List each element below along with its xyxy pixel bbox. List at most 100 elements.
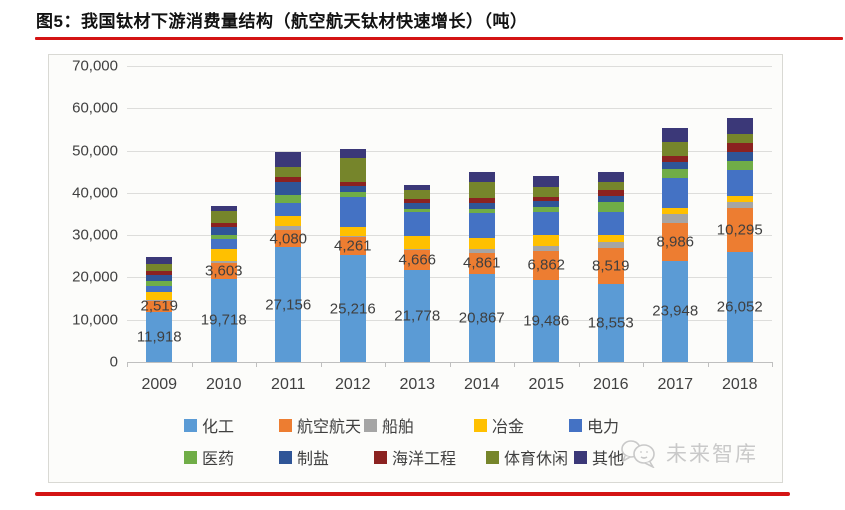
gridline-20000 — [127, 277, 772, 279]
x-axis-tick — [772, 362, 773, 367]
bar-segment-2016-化工 — [597, 283, 624, 362]
bar-segment-2009-制盐 — [146, 274, 173, 281]
x-axis-tick — [449, 362, 451, 367]
legend-label-制盐: 制盐 — [297, 451, 330, 468]
x-axis-tick — [514, 362, 515, 367]
x-axis-label-2015: 2015 — [528, 376, 565, 393]
legend-item-制盐: 制盐 — [279, 445, 329, 469]
bar-segment-2012-海洋工程 — [339, 181, 366, 186]
bar-segment-2015-体育休闲 — [533, 186, 560, 197]
gridline-10000 — [127, 319, 772, 321]
x-axis-label-2014: 2014 — [463, 376, 500, 393]
bar-segment-2010-电力 — [210, 239, 237, 250]
data-label-2018-航空航天: 10,295 — [716, 221, 763, 239]
legend-swatch-航空航天 — [279, 418, 292, 432]
bar-segment-2011-冶金 — [275, 215, 302, 226]
bottom-red-rule — [35, 492, 790, 496]
bar-segment-2018-航空航天 — [726, 208, 753, 252]
legend-swatch-其他 — [574, 450, 587, 464]
legend-item-医药: 医药 — [184, 445, 234, 469]
chart-panel: 0 10,000 20,000 30,000 40,000 50,000 60,000 70,… — [48, 54, 783, 483]
bar-segment-2009-船舶 — [146, 299, 173, 301]
bar-segment-2013-船舶 — [404, 249, 431, 251]
bar-segment-2018-体育休闲 — [726, 133, 753, 143]
bar-segment-2010-体育休闲 — [210, 211, 237, 223]
bar-segment-2014-船舶 — [468, 249, 495, 254]
bar-segment-2013-冶金 — [404, 236, 431, 250]
bar-segment-2017-电力 — [662, 177, 689, 209]
bar-segment-2017-体育休闲 — [662, 141, 689, 156]
bar-segment-2009-航空航天 — [146, 300, 173, 312]
bar-segment-2018-制盐 — [726, 151, 753, 162]
bar-segment-2016-冶金 — [597, 235, 624, 243]
bar-segment-2017-制盐 — [662, 162, 689, 170]
legend-label-海洋工程: 海洋工程 — [392, 451, 457, 468]
bar-segment-2016-医药 — [597, 202, 624, 213]
legend-item-海洋工程: 海洋工程 — [374, 445, 456, 469]
data-label-2016-航空航天: 8,519 — [591, 257, 630, 275]
plot-area: 0 10,000 20,000 30,000 40,000 50,000 60,000 70,… — [72, 58, 773, 393]
bar-segment-2016-体育休闲 — [597, 181, 624, 190]
y-axis-label: 60,000 — [72, 99, 118, 117]
bar-segment-2011-海洋工程 — [275, 177, 302, 183]
bar-segment-2015-冶金 — [533, 235, 560, 246]
bar-segment-2014-海洋工程 — [468, 197, 495, 203]
y-axis-label: 0 — [109, 353, 118, 371]
bar-segment-2017-船舶 — [662, 214, 689, 223]
bar-segment-2011-电力 — [275, 202, 302, 216]
bar-segment-2017-其他 — [662, 128, 689, 142]
x-axis-tick — [320, 362, 322, 367]
bar-segment-2009-海洋工程 — [146, 271, 173, 275]
bar-segment-2010-海洋工程 — [210, 222, 237, 227]
data-label-2016-化工: 18,553 — [587, 314, 634, 332]
x-axis-tick — [707, 362, 709, 367]
bar-segment-2015-化工 — [533, 279, 560, 362]
bar-segment-2010-冶金 — [210, 249, 237, 262]
x-axis-tick — [127, 362, 128, 367]
bar-segment-2015-船舶 — [533, 245, 560, 251]
bar-segment-2012-制盐 — [339, 185, 366, 192]
bar-segment-2009-医药 — [146, 280, 173, 286]
y-axis-label: 20,000 — [72, 268, 118, 286]
bar-segment-2014-化工 — [468, 273, 495, 362]
bar-segment-2012-其他 — [339, 149, 366, 159]
bar-segment-2013-海洋工程 — [404, 198, 431, 203]
bar-segment-2014-制盐 — [468, 202, 495, 209]
bar-segment-2014-体育休闲 — [468, 182, 495, 198]
bar-segment-2013-电力 — [404, 211, 431, 237]
x-axis-tick — [191, 362, 193, 367]
data-label-2014-航空航天: 4,861 — [462, 254, 501, 272]
legend-label-体育休闲: 体育休闲 — [504, 451, 569, 468]
gridline-60000 — [127, 108, 772, 110]
x-axis-tick — [385, 362, 386, 367]
bar-segment-2010-化工 — [210, 278, 237, 362]
bar-segment-2013-体育休闲 — [404, 189, 431, 199]
bar-segment-2012-体育休闲 — [339, 158, 366, 182]
legend-swatch-海洋工程 — [374, 450, 387, 464]
bar-segment-2013-化工 — [404, 269, 431, 362]
bar-segment-2016-航空航天 — [597, 247, 624, 284]
bar-segment-2015-制盐 — [533, 200, 560, 208]
data-label-2012-化工: 25,216 — [329, 300, 376, 318]
bar-segment-2012-航空航天 — [339, 237, 366, 256]
legend-label-医药: 医药 — [202, 451, 235, 468]
x-axis-label-2016: 2016 — [592, 376, 629, 393]
bar-segment-2011-船舶 — [275, 225, 302, 230]
legend-item-冶金: 冶金 — [474, 413, 524, 437]
figure-title: 图5：我国钛材下游消费量结构（航空航天钛材快速增长）（吨） — [36, 12, 528, 31]
legend-label-冶金: 冶金 — [492, 419, 525, 436]
bar-segment-2017-医药 — [662, 169, 689, 178]
bar-segment-2015-航空航天 — [533, 250, 560, 280]
x-axis-label-2018: 2018 — [721, 376, 758, 393]
legend-swatch-医药 — [184, 450, 197, 464]
y-axis-label: 40,000 — [72, 184, 118, 202]
legend-label-船舶: 船舶 — [382, 419, 415, 436]
bar-segment-2010-其他 — [210, 205, 237, 212]
y-axis-label: 10,000 — [72, 311, 118, 329]
data-label-2015-化工: 19,486 — [523, 312, 570, 330]
watermark: 未来智库 — [619, 438, 758, 468]
legend-item-体育休闲: 体育休闲 — [486, 445, 568, 469]
x-axis-tick — [256, 362, 257, 367]
bar-segment-2012-船舶 — [339, 236, 366, 238]
bar-segment-2010-船舶 — [210, 261, 237, 264]
